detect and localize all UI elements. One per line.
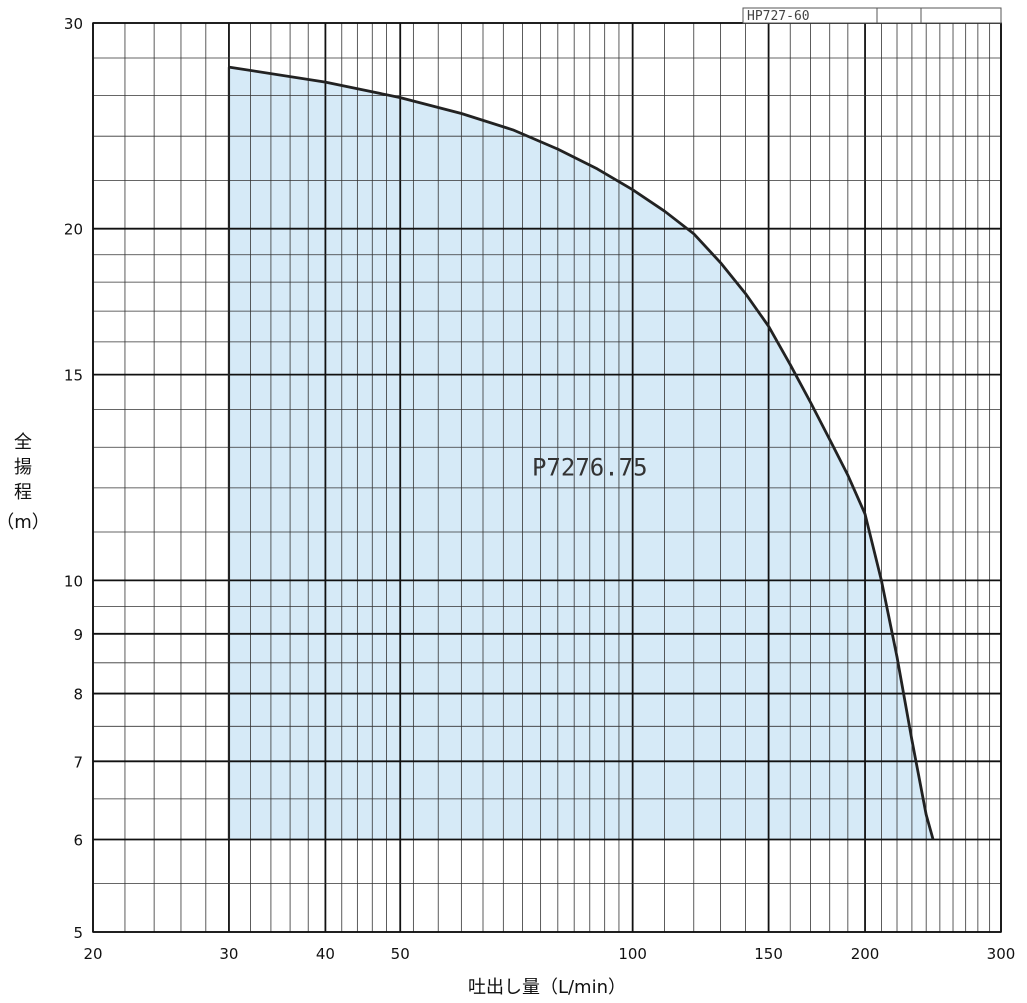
curve-point	[596, 168, 598, 170]
curve-point	[663, 210, 666, 212]
curve-point	[767, 325, 770, 327]
performance-curve-group	[227, 65, 935, 841]
curve-point	[632, 189, 634, 191]
curve-point	[557, 148, 559, 150]
y-tick-label: 9	[73, 626, 83, 644]
curve-point	[744, 292, 747, 295]
curve-point	[932, 838, 934, 841]
curve-point	[399, 96, 401, 99]
curve-point	[809, 401, 812, 404]
curve-point	[693, 233, 695, 235]
y-axis-title-char: 揚	[14, 457, 32, 478]
y-tick-label: 20	[64, 221, 83, 239]
curve-point	[847, 474, 849, 476]
x-tick-label: 50	[391, 945, 410, 963]
model-code-box: HP727-60	[742, 7, 1002, 24]
x-tick-label: 150	[754, 945, 783, 963]
y-axis-unit: （m）	[0, 512, 50, 533]
series-label: P7276.75	[532, 453, 648, 481]
y-tick-label: 15	[64, 367, 83, 385]
y-tick-label: 5	[73, 924, 83, 942]
curve-point	[789, 364, 791, 366]
curve-point	[925, 814, 927, 816]
operating-range-area	[229, 67, 934, 840]
y-tick-label: 10	[64, 572, 83, 590]
y-axis-title-char: 程	[14, 482, 32, 503]
curve-point	[720, 262, 722, 264]
x-tick-label: 30	[219, 945, 238, 963]
y-axis-title-char: 全	[14, 432, 32, 453]
curve-point	[512, 129, 514, 131]
axis-labels: 20 30 40 50 100 150 200 300 5 6 7 8 9 10 15 20 30 吐出し量（L/…	[0, 15, 1015, 998]
plot-frame	[92, 22, 1002, 933]
curve-point	[911, 739, 913, 741]
curve-point	[864, 513, 866, 515]
curve-point	[829, 438, 831, 441]
curve-point	[324, 81, 327, 83]
model-code-text: HP727-60	[747, 9, 810, 24]
x-tick-label: 20	[83, 945, 102, 963]
x-tick-label: 40	[316, 945, 335, 963]
operating-range-fill	[229, 67, 934, 840]
x-axis-title: 吐出し量（L/min）	[468, 977, 626, 998]
code-box-cell	[920, 7, 1002, 24]
code-box-cell	[876, 7, 922, 24]
curve-point	[880, 579, 883, 581]
chart-grid	[92, 22, 1002, 933]
curve-point	[896, 656, 898, 658]
x-tick-label: 300	[987, 945, 1016, 963]
y-tick-label: 8	[73, 686, 83, 704]
y-tick-label: 7	[73, 753, 83, 771]
y-tick-label: 6	[73, 832, 83, 850]
x-tick-label: 200	[851, 945, 880, 963]
curve-point	[228, 66, 230, 68]
x-tick-label: 100	[618, 945, 647, 963]
curve-point	[460, 112, 462, 115]
y-tick-label: 30	[64, 15, 83, 33]
